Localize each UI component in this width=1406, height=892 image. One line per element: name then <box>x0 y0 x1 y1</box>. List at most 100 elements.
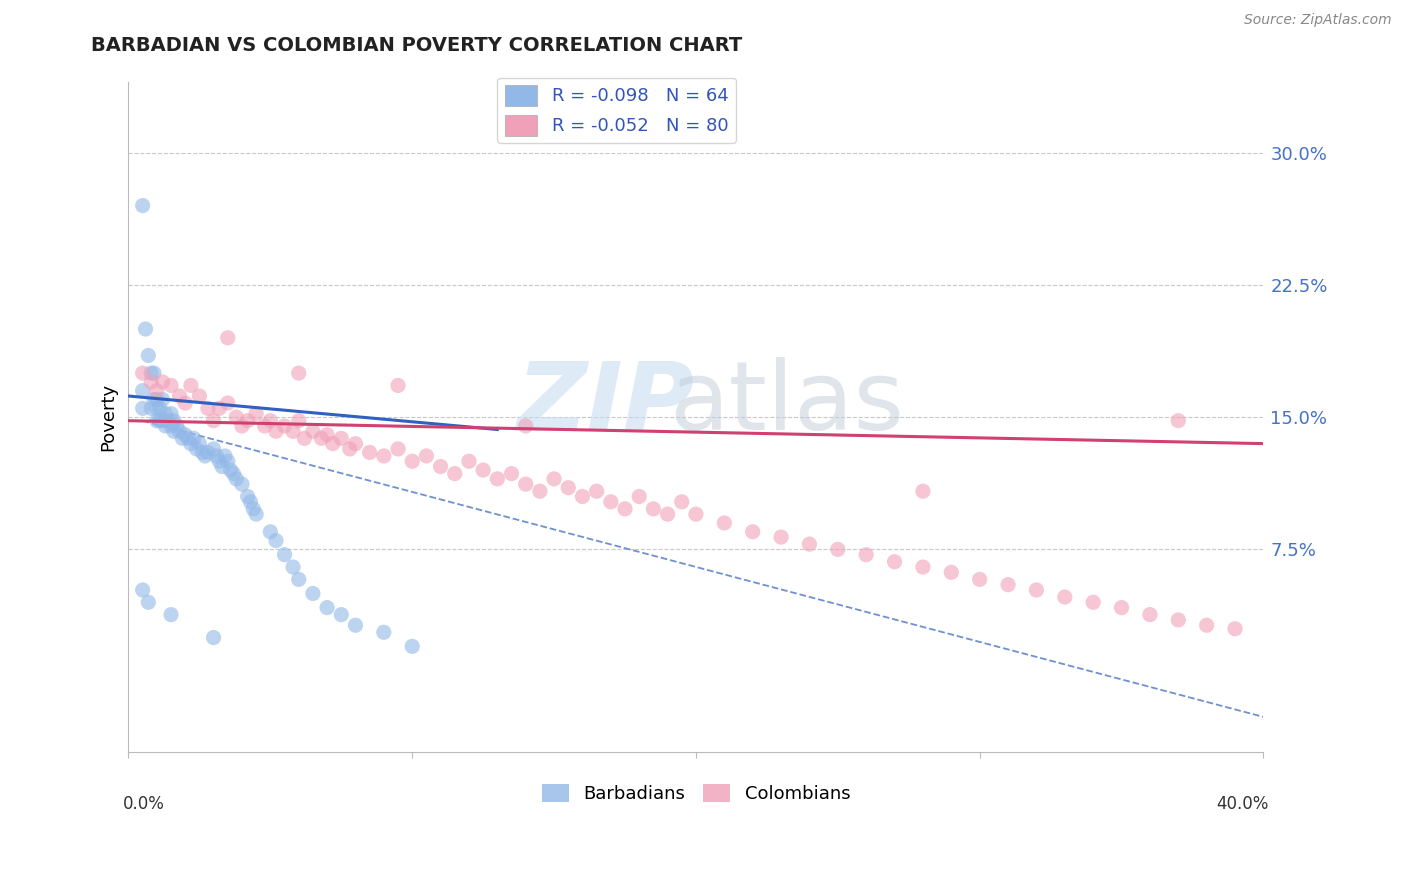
Point <box>330 607 353 622</box>
Point <box>883 555 905 569</box>
Point <box>191 445 214 459</box>
Text: atlas: atlas <box>669 358 904 450</box>
Point <box>273 419 295 434</box>
Point <box>281 424 304 438</box>
Point <box>202 631 225 645</box>
Point <box>799 537 821 551</box>
Point <box>855 548 877 562</box>
Point <box>183 431 205 445</box>
Point <box>194 449 217 463</box>
Point <box>155 419 177 434</box>
Point <box>415 449 437 463</box>
Point <box>174 427 197 442</box>
Point <box>166 419 188 434</box>
Point <box>131 401 153 416</box>
Point <box>245 507 267 521</box>
Point <box>136 595 159 609</box>
Point <box>302 586 325 600</box>
Point <box>141 375 163 389</box>
Point <box>214 449 236 463</box>
Text: 0.0%: 0.0% <box>122 795 165 814</box>
Point <box>529 484 551 499</box>
Point <box>245 407 267 421</box>
Point <box>827 542 849 557</box>
Point <box>614 501 637 516</box>
Point <box>134 322 156 336</box>
Point <box>217 396 239 410</box>
Point <box>155 407 177 421</box>
Text: 40.0%: 40.0% <box>1216 795 1270 814</box>
Point <box>197 445 219 459</box>
Point <box>157 414 180 428</box>
Point <box>259 414 281 428</box>
Point <box>239 495 262 509</box>
Point <box>188 436 211 450</box>
Point <box>501 467 523 481</box>
Point <box>1223 622 1246 636</box>
Point <box>152 414 174 428</box>
Point <box>236 490 259 504</box>
Point <box>599 495 621 509</box>
Point <box>160 378 183 392</box>
Point <box>146 384 169 398</box>
Point <box>911 560 934 574</box>
Point <box>671 495 693 509</box>
Point <box>172 431 194 445</box>
Point <box>177 431 200 445</box>
Text: ZIP: ZIP <box>516 358 695 450</box>
Point <box>515 419 537 434</box>
Point <box>219 463 242 477</box>
Point <box>911 484 934 499</box>
Point <box>770 530 793 544</box>
Y-axis label: Poverty: Poverty <box>100 383 117 451</box>
Point <box>311 431 333 445</box>
Point <box>387 378 409 392</box>
Point <box>515 477 537 491</box>
Point <box>259 524 281 539</box>
Point <box>571 490 593 504</box>
Point <box>1111 600 1133 615</box>
Point <box>969 573 991 587</box>
Legend: R = -0.098   N = 64, R = -0.052   N = 80: R = -0.098 N = 64, R = -0.052 N = 80 <box>498 78 735 143</box>
Point <box>197 401 219 416</box>
Point <box>174 396 197 410</box>
Point <box>472 463 495 477</box>
Point <box>287 366 309 380</box>
Point <box>1167 414 1189 428</box>
Point <box>741 524 763 539</box>
Point <box>186 442 208 456</box>
Point <box>131 366 153 380</box>
Point <box>163 424 186 438</box>
Point <box>222 467 245 481</box>
Point <box>302 424 325 438</box>
Point <box>997 577 1019 591</box>
Point <box>152 392 174 407</box>
Point <box>264 533 287 548</box>
Point <box>316 600 339 615</box>
Point <box>180 436 202 450</box>
Point <box>1167 613 1189 627</box>
Point <box>1025 582 1047 597</box>
Point <box>585 484 607 499</box>
Point <box>458 454 481 468</box>
Point <box>149 414 172 428</box>
Point <box>143 366 166 380</box>
Point <box>141 366 163 380</box>
Point <box>160 419 183 434</box>
Point <box>401 454 423 468</box>
Point <box>643 501 665 516</box>
Text: BARBADIAN VS COLOMBIAN POVERTY CORRELATION CHART: BARBADIAN VS COLOMBIAN POVERTY CORRELATI… <box>91 36 742 54</box>
Point <box>131 198 153 212</box>
Point <box>713 516 735 530</box>
Point <box>208 454 231 468</box>
Point <box>373 449 395 463</box>
Point <box>169 424 191 438</box>
Point <box>273 548 295 562</box>
Point <box>152 375 174 389</box>
Point <box>373 625 395 640</box>
Point <box>149 401 172 416</box>
Point <box>231 477 253 491</box>
Point <box>685 507 707 521</box>
Point <box>146 401 169 416</box>
Point <box>217 331 239 345</box>
